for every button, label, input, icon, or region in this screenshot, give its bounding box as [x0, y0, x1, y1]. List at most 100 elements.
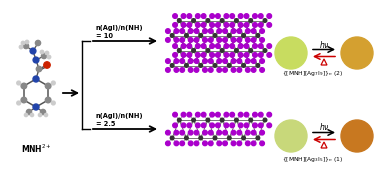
- Circle shape: [215, 123, 220, 128]
- Circle shape: [199, 34, 203, 37]
- Circle shape: [17, 101, 20, 105]
- Circle shape: [251, 130, 256, 135]
- Text: {[MNH][Ag$_3$I$_5$]}$_n$ (1): {[MNH][Ag$_3$I$_5$]}$_n$ (1): [282, 155, 344, 163]
- Circle shape: [25, 113, 28, 117]
- Circle shape: [166, 141, 170, 146]
- Circle shape: [223, 68, 227, 72]
- Circle shape: [224, 112, 229, 117]
- Circle shape: [231, 68, 236, 72]
- Circle shape: [195, 44, 200, 48]
- Circle shape: [223, 38, 227, 42]
- Circle shape: [194, 130, 199, 135]
- Circle shape: [239, 53, 243, 57]
- Circle shape: [33, 104, 39, 110]
- Circle shape: [194, 38, 199, 42]
- Circle shape: [267, 23, 271, 27]
- Circle shape: [246, 29, 250, 33]
- Circle shape: [39, 113, 42, 117]
- Circle shape: [174, 130, 179, 135]
- Circle shape: [244, 23, 249, 27]
- Circle shape: [203, 141, 207, 146]
- Circle shape: [181, 53, 186, 57]
- Circle shape: [208, 130, 213, 135]
- Circle shape: [174, 68, 179, 72]
- Circle shape: [208, 29, 213, 33]
- Circle shape: [230, 23, 234, 27]
- Circle shape: [256, 34, 260, 37]
- Circle shape: [217, 29, 222, 33]
- Circle shape: [208, 38, 213, 42]
- Circle shape: [203, 68, 207, 72]
- Circle shape: [237, 38, 242, 42]
- Circle shape: [201, 44, 206, 48]
- Circle shape: [220, 49, 224, 52]
- Circle shape: [195, 14, 200, 18]
- Circle shape: [237, 68, 242, 72]
- Circle shape: [188, 141, 193, 146]
- Circle shape: [36, 66, 42, 72]
- Circle shape: [239, 44, 243, 48]
- Circle shape: [228, 34, 231, 37]
- Circle shape: [174, 141, 179, 146]
- Circle shape: [166, 130, 170, 135]
- Circle shape: [180, 59, 184, 63]
- Circle shape: [208, 68, 213, 72]
- Circle shape: [181, 23, 186, 27]
- Circle shape: [210, 112, 214, 117]
- Circle shape: [170, 34, 174, 37]
- Circle shape: [199, 64, 203, 67]
- Circle shape: [173, 112, 177, 117]
- Circle shape: [174, 38, 179, 42]
- Circle shape: [260, 59, 264, 63]
- Circle shape: [242, 64, 245, 67]
- Circle shape: [187, 14, 192, 18]
- Circle shape: [19, 45, 23, 49]
- Circle shape: [213, 64, 217, 67]
- Circle shape: [217, 59, 222, 63]
- Circle shape: [17, 81, 20, 85]
- Circle shape: [235, 49, 238, 52]
- Circle shape: [246, 68, 250, 72]
- Circle shape: [33, 76, 39, 82]
- Circle shape: [224, 44, 229, 48]
- Circle shape: [178, 19, 181, 22]
- Circle shape: [42, 53, 46, 59]
- Circle shape: [187, 23, 192, 27]
- Circle shape: [203, 38, 207, 42]
- Circle shape: [173, 14, 177, 18]
- Circle shape: [231, 29, 236, 33]
- Circle shape: [192, 118, 195, 122]
- Circle shape: [263, 49, 267, 52]
- Circle shape: [206, 118, 210, 122]
- Circle shape: [242, 34, 245, 37]
- Circle shape: [180, 38, 184, 42]
- Circle shape: [253, 123, 257, 128]
- Circle shape: [251, 29, 256, 33]
- Circle shape: [201, 112, 206, 117]
- Circle shape: [215, 44, 220, 48]
- Circle shape: [244, 53, 249, 57]
- Circle shape: [213, 136, 217, 140]
- Circle shape: [244, 14, 249, 18]
- Circle shape: [173, 53, 177, 57]
- Circle shape: [217, 141, 222, 146]
- Circle shape: [181, 123, 186, 128]
- Circle shape: [194, 29, 199, 33]
- Circle shape: [253, 44, 257, 48]
- Circle shape: [237, 59, 242, 63]
- Circle shape: [201, 123, 206, 128]
- Text: $h\nu$: $h\nu$: [319, 122, 330, 133]
- Circle shape: [215, 14, 220, 18]
- Circle shape: [259, 44, 263, 48]
- Circle shape: [180, 29, 184, 33]
- Circle shape: [251, 38, 256, 42]
- Circle shape: [23, 43, 29, 49]
- Circle shape: [170, 64, 174, 67]
- Circle shape: [237, 29, 242, 33]
- Circle shape: [170, 136, 174, 140]
- Circle shape: [217, 68, 222, 72]
- Circle shape: [260, 68, 264, 72]
- Circle shape: [210, 23, 214, 27]
- Circle shape: [220, 118, 224, 122]
- Circle shape: [223, 29, 227, 33]
